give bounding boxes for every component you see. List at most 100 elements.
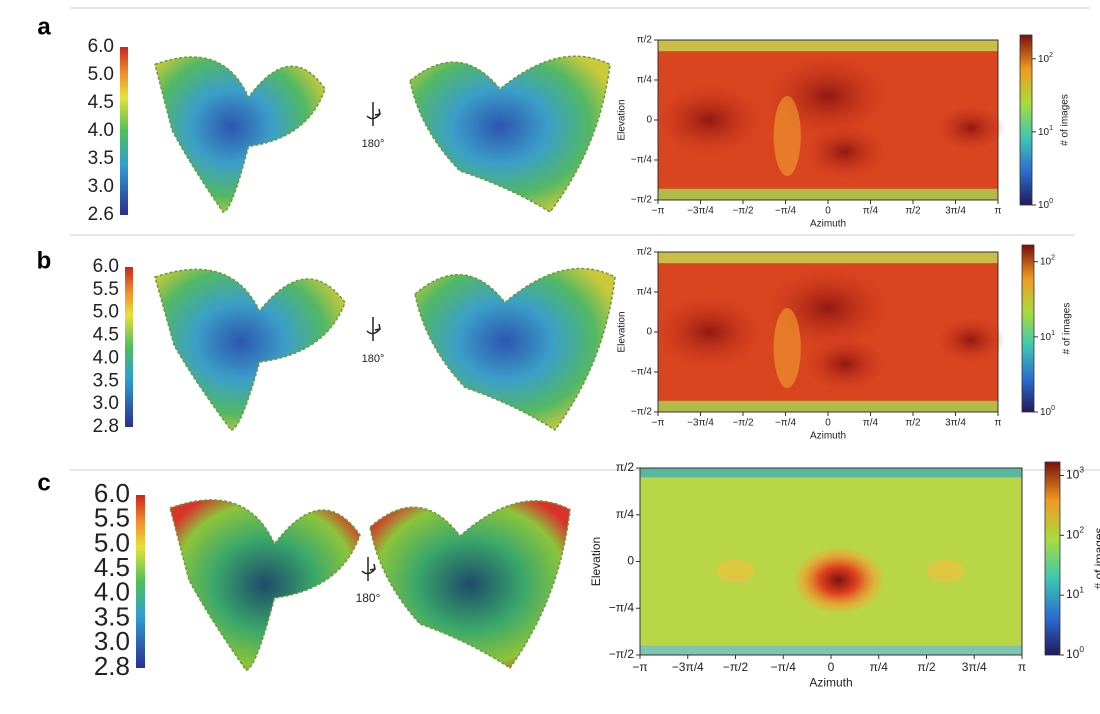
rotation-arrow [367,317,380,341]
colorbar-tick-label: 101 [1066,585,1084,602]
x-tick-label: π [995,418,1002,429]
colorbar-tick-label: 100 [1038,198,1053,211]
heatmap-density [793,547,885,614]
x-axis-label: Azimuth [810,431,846,442]
colorbar-tick-label: 101 [1038,125,1053,138]
y-tick-label: π/2 [637,247,653,258]
x-tick-label: −3π/4 [687,418,714,429]
x-tick-label: 3π/4 [945,206,966,217]
heatmap-density [927,560,965,582]
x-tick-label: π/4 [863,206,879,217]
molecule-map [370,501,570,668]
figure: a6.05.04.54.03.53.02.6180°π/2π/40−π/4−π/… [0,0,1100,714]
x-tick-label: π/4 [863,418,879,429]
molecule-map [155,269,345,430]
molecule-map [410,56,610,212]
tick-exponent: 1 [1051,330,1055,337]
y-tick-label: π/4 [637,75,653,86]
x-tick-label: −π/4 [775,206,797,217]
tick-exponent: 1 [1079,585,1084,595]
resolution-tick-label: 2.6 [88,204,114,225]
x-tick-label: −π/4 [771,660,797,674]
resolution-tick-label: 3.5 [93,370,119,391]
colorbar-tick-label: 100 [1066,644,1084,661]
colorbar-tick-label: 102 [1066,525,1084,542]
resolution-tick-label: 3.5 [88,148,114,169]
tick-base: 10 [1066,587,1080,601]
colorbar-tick-label: 102 [1038,52,1053,65]
y-tick-label: −π/2 [609,647,635,661]
x-tick-label: −π [632,660,647,674]
y-tick-label: −π/2 [631,195,653,206]
y-axis-label: Elevation [617,311,628,352]
x-tick-label: −3π/4 [672,660,704,674]
x-axis-label: Azimuth [810,219,846,230]
x-tick-label: −3π/4 [687,206,714,217]
x-tick-label: −π [652,206,665,217]
colorbar-label: # of images [1062,303,1073,355]
count-colorbar [1045,462,1060,655]
y-tick-label: π/2 [616,460,635,474]
heatmap-edge [640,468,1022,477]
heatmap-density [774,308,801,388]
resolution-tick-label: 4.5 [93,325,119,346]
molecule-map [170,500,360,670]
tick-exponent: 2 [1079,525,1084,535]
heatmap-edge [658,189,998,200]
colorbar-tick-label: 102 [1040,255,1055,268]
heatmap-edge [658,252,998,263]
x-tick-label: −π/2 [732,418,754,429]
x-tick-label: π/2 [905,418,921,429]
x-tick-label: 0 [825,418,831,429]
resolution-tick-label: 3.0 [88,176,114,197]
heatmap-density [937,318,1005,363]
tick-base: 10 [1038,200,1050,211]
resolution-tick-label: 5.0 [88,64,114,85]
resolution-tick-label: 4.0 [93,347,119,368]
y-tick-label: −π/4 [631,367,653,378]
heatmap-density [655,296,764,368]
heatmap-density [655,84,764,156]
x-tick-label: 0 [825,206,831,217]
resolution-tick-label: 2.8 [94,651,130,681]
tick-exponent: 1 [1049,125,1053,132]
tick-exponent: 0 [1051,405,1055,412]
tick-exponent: 2 [1051,255,1055,262]
x-axis-label: Azimuth [809,676,852,690]
y-tick-label: −π/4 [631,155,653,166]
heatmap-density [716,560,754,582]
y-tick-label: −π/4 [609,600,635,614]
x-tick-label: π/2 [917,660,936,674]
resolution-tick-label: 5.5 [93,279,119,300]
count-colorbar [1022,245,1034,412]
tick-base: 10 [1040,256,1052,267]
tick-exponent: 3 [1079,465,1084,475]
x-tick-label: 0 [828,660,835,674]
tick-base: 10 [1038,53,1050,64]
rotation-arrow [362,557,375,581]
x-tick-label: π [995,206,1002,217]
tick-exponent: 0 [1049,198,1053,205]
colorbar-tick-label: 100 [1040,405,1055,418]
heatmap-density [937,106,1005,151]
heatmap-density [774,96,801,176]
x-tick-label: 3π/4 [945,418,966,429]
tick-base: 10 [1040,407,1052,418]
y-tick-label: π/2 [637,35,653,46]
rotation-label: 180° [362,138,385,150]
panel-label: c [37,469,50,496]
tick-base: 10 [1038,127,1050,138]
y-axis-label: Elevation [589,537,603,586]
y-axis-label: Elevation [617,99,628,140]
panel-label: b [37,247,52,274]
colorbar-tick-label: 101 [1040,330,1055,343]
resolution-tick-label: 3.0 [93,393,119,414]
resolution-tick-label: 4.0 [88,120,114,141]
y-tick-label: −π/2 [631,407,653,418]
resolution-tick-label: 6.0 [93,256,119,277]
heatmap-density [804,337,886,391]
heatmap-edge [640,646,1022,655]
molecule-map [415,269,615,431]
colorbar-tick-label: 103 [1066,465,1084,482]
x-tick-label: π/4 [870,660,889,674]
